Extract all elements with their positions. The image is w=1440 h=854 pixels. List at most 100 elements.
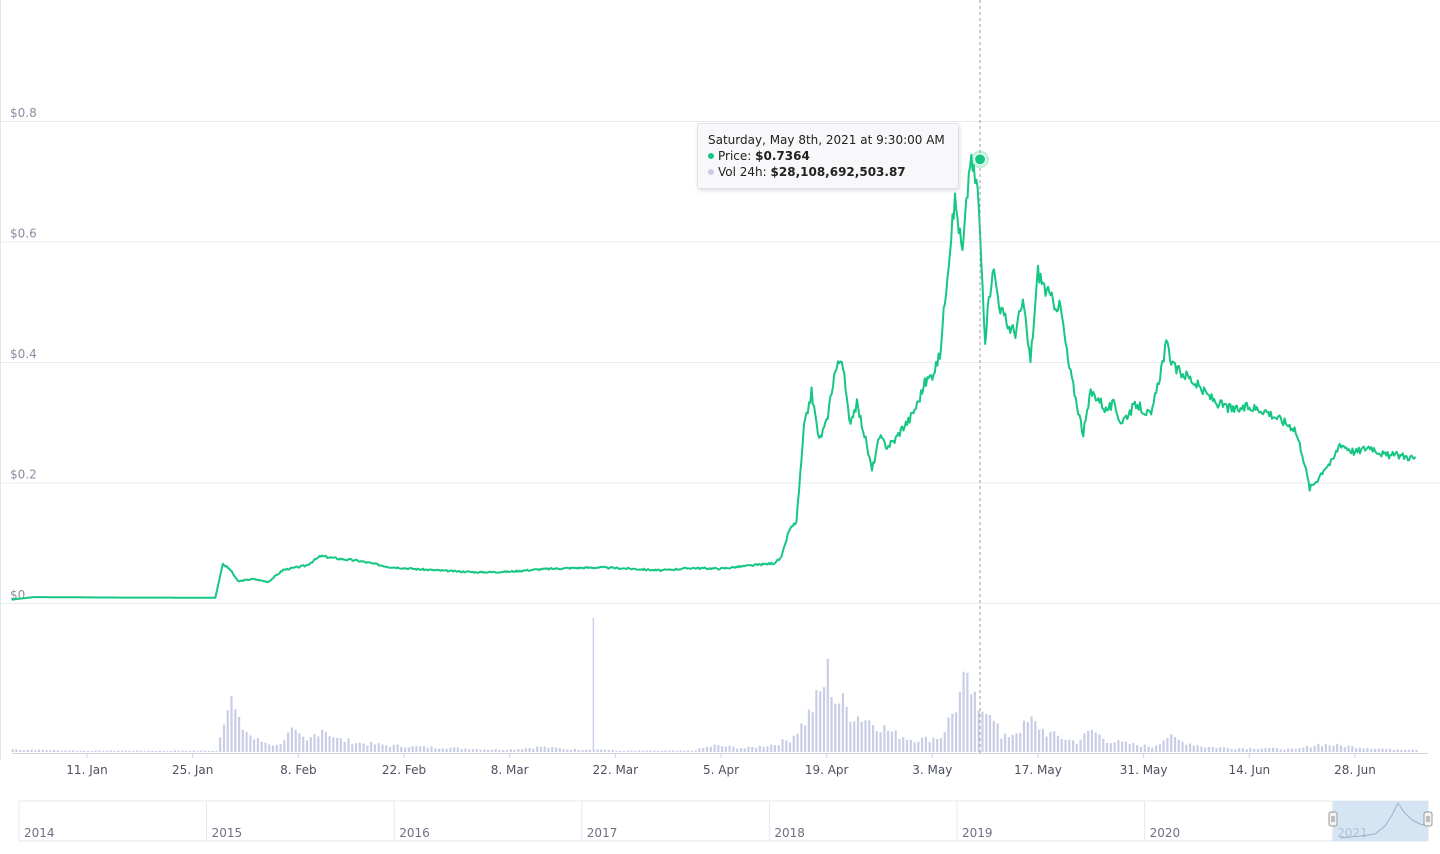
volume-bar bbox=[1181, 741, 1184, 752]
tooltip-volume-row: Vol 24h: $28,108,692,503.87 bbox=[708, 164, 948, 180]
volume-bar bbox=[641, 750, 644, 752]
volume-bar bbox=[890, 731, 893, 752]
volume-bar bbox=[1328, 745, 1331, 752]
volume-bar bbox=[1136, 745, 1139, 752]
volume-bar bbox=[105, 750, 109, 752]
volume-bar bbox=[521, 749, 524, 752]
volume-bar bbox=[1373, 748, 1377, 752]
volume-bar bbox=[441, 748, 444, 752]
volume-bar bbox=[1132, 743, 1135, 752]
volume-bar bbox=[1200, 746, 1203, 752]
volume-bar bbox=[875, 731, 878, 752]
volume-bar bbox=[1064, 740, 1067, 752]
volume-bar bbox=[64, 750, 67, 752]
volume-bar bbox=[1219, 747, 1222, 752]
volume-bar bbox=[966, 672, 969, 752]
volume-bar bbox=[1411, 749, 1414, 752]
volume-bar bbox=[468, 749, 471, 752]
volume-bar bbox=[377, 743, 380, 752]
volume-bar bbox=[1094, 732, 1097, 752]
volume-bar bbox=[592, 618, 595, 752]
x-tick-label: 14. Jun bbox=[1229, 763, 1271, 777]
volume-bar bbox=[683, 750, 686, 752]
volume-bar bbox=[675, 750, 678, 752]
volume-bar bbox=[71, 750, 75, 752]
volume-bar bbox=[1170, 734, 1173, 752]
navigator-selection[interactable] bbox=[1333, 801, 1428, 841]
volume-bar bbox=[717, 745, 720, 752]
volume-bar bbox=[1098, 734, 1101, 752]
volume-bar bbox=[1155, 745, 1158, 752]
volume-bar bbox=[1056, 735, 1060, 752]
volume-bar bbox=[577, 750, 580, 752]
volume-bar bbox=[558, 748, 561, 752]
volume-bar bbox=[37, 749, 41, 752]
volume-bar bbox=[354, 743, 358, 752]
navigator-handle[interactable] bbox=[1328, 811, 1338, 827]
volume-bar bbox=[1381, 748, 1384, 752]
volume-bar bbox=[1015, 733, 1018, 752]
volume-bar bbox=[113, 750, 116, 752]
volume-bar bbox=[645, 750, 648, 752]
volume-bar bbox=[1309, 747, 1312, 752]
volume-bar bbox=[596, 749, 599, 752]
volume-bar bbox=[464, 748, 467, 752]
volume-bar bbox=[1166, 737, 1169, 752]
volume-bar bbox=[1321, 746, 1324, 752]
volume-bar bbox=[1087, 730, 1090, 752]
volume-bar bbox=[788, 742, 792, 752]
volume-bar bbox=[351, 744, 354, 752]
volume-bar bbox=[830, 697, 833, 752]
x-tick-label: 3. May bbox=[912, 763, 952, 777]
volume-bar bbox=[1290, 748, 1293, 752]
volume-bar bbox=[932, 737, 935, 752]
volume-bar bbox=[838, 703, 841, 752]
volume-bar bbox=[502, 749, 505, 752]
volume-bar bbox=[1298, 748, 1301, 752]
volume-bar bbox=[694, 750, 697, 752]
volume-bar bbox=[747, 746, 750, 752]
navigator-year-label: 2016 bbox=[399, 826, 430, 840]
volume-bar bbox=[1072, 740, 1075, 752]
volume-bar bbox=[396, 744, 399, 752]
volume-bar bbox=[219, 737, 222, 752]
volume-bar bbox=[124, 750, 127, 752]
volume-bar bbox=[1196, 745, 1199, 752]
navigator-handle[interactable] bbox=[1423, 811, 1433, 827]
volume-bar bbox=[600, 749, 603, 752]
volume-bar bbox=[22, 750, 25, 752]
volume-bar bbox=[902, 737, 905, 752]
volume-bar bbox=[1343, 747, 1346, 752]
volume-bar bbox=[1105, 743, 1109, 752]
volume-bar bbox=[1400, 750, 1403, 752]
volume-bar bbox=[234, 709, 237, 752]
volume-bar bbox=[619, 750, 622, 752]
volume-bar bbox=[807, 709, 810, 752]
volume-bar bbox=[649, 750, 652, 752]
volume-bar bbox=[102, 751, 105, 752]
volume-bar bbox=[981, 711, 984, 752]
volume-bar bbox=[19, 750, 22, 752]
volume-bar bbox=[41, 749, 44, 752]
volume-bar bbox=[1019, 733, 1022, 752]
range-navigator[interactable]: 20142015201620172018201920202021 bbox=[18, 800, 1433, 842]
volume-bar bbox=[151, 750, 154, 752]
volume-bar bbox=[471, 749, 475, 752]
price-dot-icon bbox=[708, 153, 714, 159]
volume-bar bbox=[170, 751, 173, 752]
volume-bar bbox=[766, 746, 769, 752]
volume-bar bbox=[1083, 733, 1086, 752]
volume-bar bbox=[309, 737, 312, 752]
volume-bar bbox=[154, 751, 158, 752]
volume-bar bbox=[1256, 749, 1260, 752]
volume-bar bbox=[475, 749, 478, 752]
volume-bar bbox=[1004, 733, 1007, 752]
volume-bar bbox=[819, 691, 822, 752]
volume-bar bbox=[1053, 731, 1056, 752]
volume-bar bbox=[607, 750, 610, 752]
volume-bar bbox=[1026, 722, 1029, 752]
volume-bar bbox=[200, 750, 203, 752]
volume-bar bbox=[347, 738, 350, 752]
volume-bar bbox=[713, 744, 716, 752]
volume-bar bbox=[1173, 737, 1177, 752]
